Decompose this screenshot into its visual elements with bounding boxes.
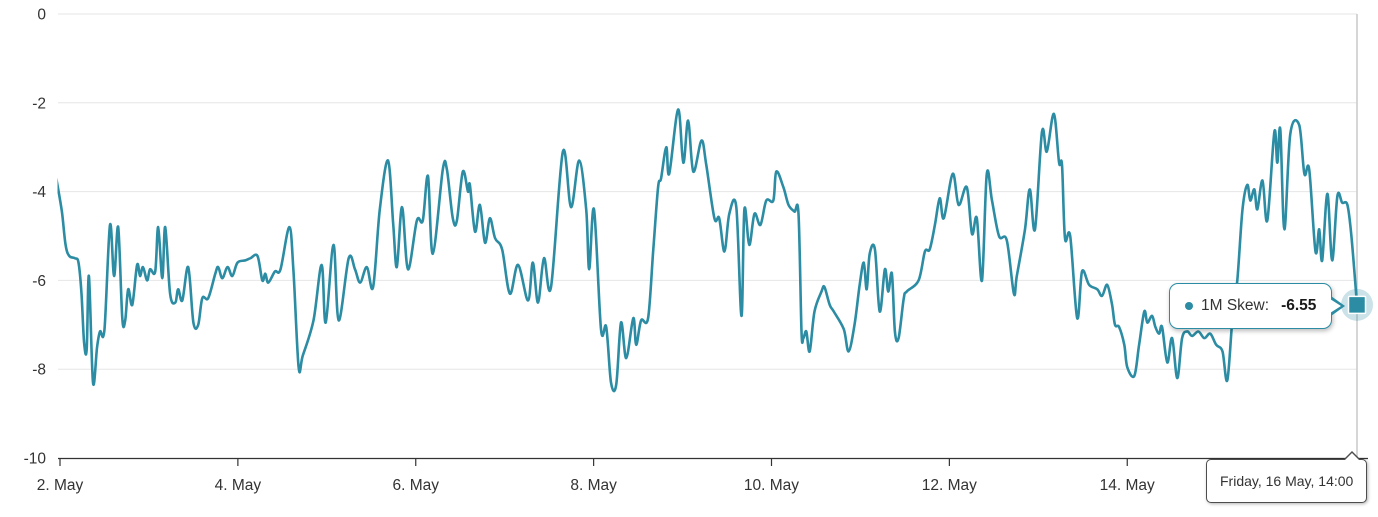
series-tooltip: 1M Skew: -6.55 <box>1169 283 1333 329</box>
series-tooltip-label: 1M Skew: <box>1201 297 1270 314</box>
series-line <box>57 108 1359 393</box>
x-axis-label: 4. May <box>215 477 262 494</box>
y-axis-label: -8 <box>32 362 46 379</box>
y-axis-label: -4 <box>32 184 46 201</box>
y-axis-label: 0 <box>37 7 46 24</box>
y-axis-label: -10 <box>24 451 47 468</box>
y-axis-label: -2 <box>32 95 46 112</box>
marker-square[interactable] <box>1347 295 1367 315</box>
x-axis-label: 8. May <box>570 477 617 494</box>
series-tooltip-value: -6.55 <box>1281 297 1317 314</box>
date-tooltip-text: Friday, 16 May, 14:00 <box>1220 473 1354 489</box>
x-axis-label: 14. May <box>1100 477 1155 494</box>
date-tooltip: Friday, 16 May, 14:00 <box>1206 451 1368 503</box>
x-axis-label: 10. May <box>744 477 799 494</box>
x-axis-label: 2. May <box>37 477 84 494</box>
x-axis-label: 6. May <box>392 477 439 494</box>
y-axis-label: -6 <box>32 273 46 290</box>
series-bullet-icon <box>1185 302 1193 310</box>
x-axis-label: 12. May <box>922 477 977 494</box>
